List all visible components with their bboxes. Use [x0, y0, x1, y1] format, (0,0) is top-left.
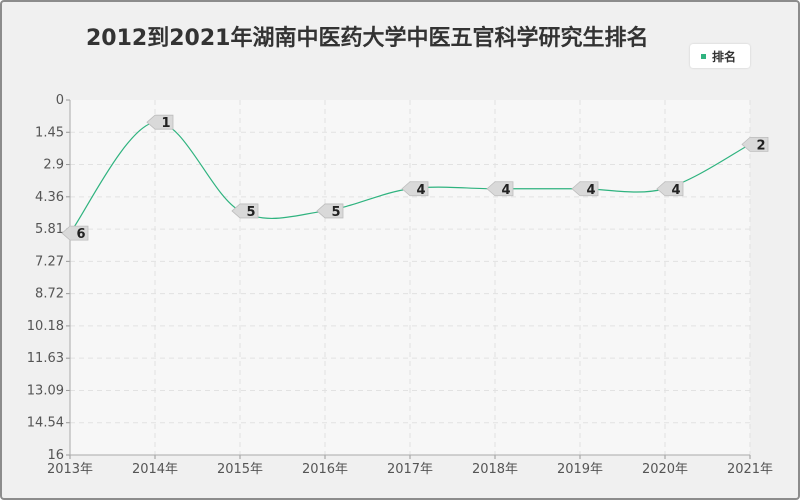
data-point-label: 4: [401, 181, 429, 198]
data-label-box: [61, 225, 89, 241]
y-tick-label: 4.36: [35, 190, 64, 205]
x-tick-label: 2020年: [642, 462, 688, 477]
data-point-label: 4: [656, 181, 684, 198]
data-point-label: 6: [61, 225, 89, 242]
y-tick-label: 0: [56, 93, 64, 108]
x-tick-label: 2013年: [47, 462, 93, 477]
data-point-label: 4: [571, 181, 599, 198]
data-label-box: [571, 181, 599, 197]
y-tick-label: 16: [47, 448, 64, 463]
data-label-text: 6: [76, 227, 85, 242]
x-tick-label: 2014年: [132, 462, 178, 477]
plot-area: [70, 100, 750, 455]
x-tick-label: 2017年: [387, 462, 433, 477]
y-tick-label: 5.81: [35, 222, 64, 237]
data-label-text: 5: [246, 205, 255, 220]
data-label-text: 4: [416, 183, 425, 198]
data-label-box: [741, 136, 769, 152]
x-tick-label: 2021年: [727, 462, 773, 477]
x-tick-label: 2019年: [557, 462, 603, 477]
y-tick-label: 7.27: [35, 254, 64, 269]
data-label-box: [146, 114, 174, 130]
legend[interactable]: 排名: [690, 44, 750, 68]
y-tick-label: 13.09: [27, 383, 64, 398]
y-tick-label: 11.63: [27, 351, 64, 366]
data-point-label: 1: [146, 114, 174, 131]
legend-swatch: [701, 54, 706, 59]
y-tick-label: 2.9: [43, 158, 64, 173]
data-label-box: [316, 203, 344, 219]
data-label-text: 2: [756, 138, 765, 153]
data-labels: 6 1 5 5 4 4 4 4 2: [61, 114, 769, 242]
chart-title: 2012到2021年湖南中医药大学中医五官科学研究生排名: [86, 26, 649, 51]
data-label-text: 4: [501, 183, 510, 198]
axes: [66, 99, 751, 459]
y-tick-label: 1.45: [35, 125, 64, 140]
y-axis-ticks: 0 1.45 2.9 4.36 5.81 7.27 8.72 10.18 11.63 13.09 1…: [27, 93, 64, 463]
y-tick-label: 14.54: [27, 416, 64, 431]
data-label-box: [401, 181, 429, 197]
x-tick-label: 2016年: [302, 462, 348, 477]
data-label-box: [656, 181, 684, 197]
y-tick-label: 10.18: [27, 319, 64, 334]
data-label-text: 4: [671, 183, 680, 198]
data-point-label: 4: [486, 181, 514, 198]
legend-label: 排名: [712, 50, 737, 64]
data-point-label: 5: [231, 203, 259, 220]
data-label-box: [231, 203, 259, 219]
data-point-label: 5: [316, 203, 344, 220]
data-label-text: 5: [331, 205, 340, 220]
data-point-label: 2: [741, 136, 769, 153]
data-label-box: [486, 181, 514, 197]
data-label-text: 1: [161, 116, 170, 131]
x-axis-ticks: 2013年 2014年 2015年 2016年 2017年 2018年 2019年 2020年…: [47, 462, 773, 477]
y-tick-label: 8.72: [35, 287, 64, 302]
x-tick-label: 2015年: [217, 462, 263, 477]
data-label-text: 4: [586, 183, 595, 198]
x-tick-label: 2018年: [472, 462, 518, 477]
